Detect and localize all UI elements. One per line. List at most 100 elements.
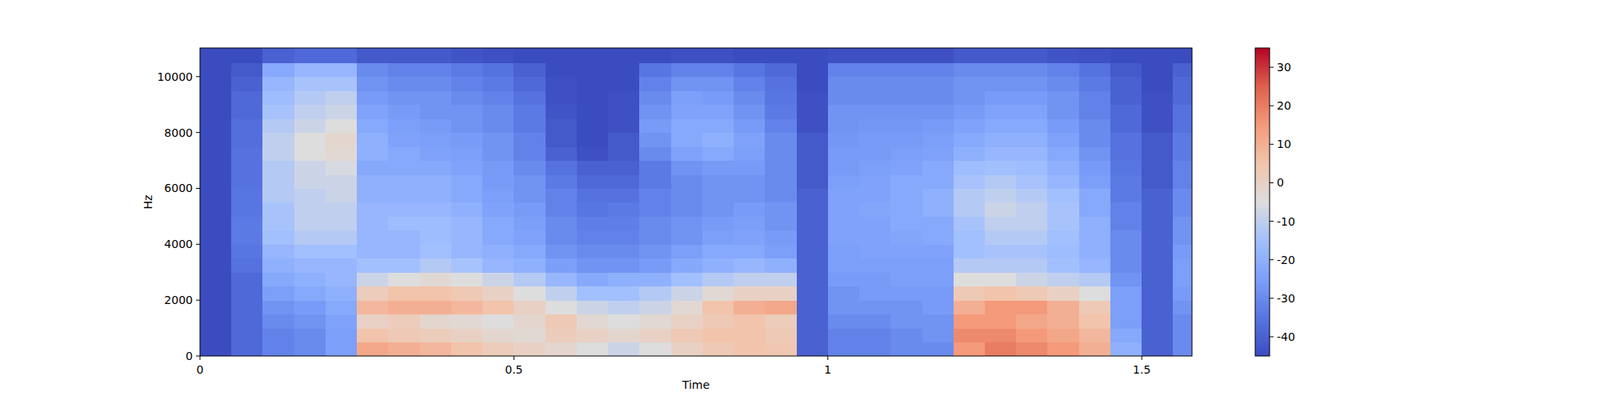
cell [1079,188,1112,203]
cell [545,174,578,189]
cell [1110,104,1143,120]
cell [513,104,546,120]
cell [828,104,860,120]
cell [890,76,923,92]
cell [545,216,578,231]
cell [828,230,860,245]
cell [576,174,609,189]
cell [890,300,923,315]
cell [608,258,640,273]
cell [200,258,232,273]
cell [1047,272,1080,287]
cell [764,132,797,148]
cell [639,216,672,231]
cell [545,62,578,77]
cell [702,160,735,176]
cell [482,62,515,77]
cell [639,160,672,176]
cell [859,188,892,203]
y-tick-label: 10000 [156,70,193,84]
cell [451,286,484,301]
cell [200,328,232,343]
cell [796,342,829,356]
cell [420,230,452,245]
cell [356,244,389,259]
cell [576,188,609,203]
colorbar-tick-label: -10 [1276,215,1296,228]
cell [733,62,766,77]
cell [356,118,389,133]
cell [388,132,420,148]
cell [356,230,389,245]
cell [733,48,766,64]
cell [1172,146,1192,161]
cell [1172,90,1192,105]
cell [388,76,420,92]
cell [671,216,704,231]
cell [1110,48,1143,64]
cell [828,48,860,64]
cell [953,76,986,92]
cell [1172,104,1192,120]
cell [1047,90,1080,105]
cell [388,216,420,231]
cell [388,202,420,217]
cell [576,160,609,176]
cell [294,188,327,203]
cell [231,76,264,92]
cell [545,286,578,301]
cell [576,216,609,231]
cell [420,314,452,329]
cell [796,48,829,64]
cell [420,174,452,189]
cell [325,300,358,315]
cell [984,314,1017,329]
cell [294,272,327,287]
cell [1110,118,1143,133]
cell [1141,104,1174,120]
cell [1079,76,1112,92]
cell [451,160,484,176]
cell [513,328,546,343]
cell [828,76,860,92]
cell [325,188,358,203]
cell [482,272,515,287]
cell [953,230,986,245]
cell [482,118,515,133]
cell [451,202,484,217]
cell [1047,342,1080,356]
cell [231,118,264,133]
cell [702,300,735,315]
cell [325,132,358,148]
cell [545,272,578,287]
cell [984,160,1017,176]
cell [639,76,672,92]
cell [608,132,640,148]
cell [200,314,232,329]
cell [639,230,672,245]
cell [576,230,609,245]
cell [545,48,578,64]
cell [608,48,640,64]
cell [356,76,389,92]
cell [1016,90,1048,105]
cell [1110,132,1143,148]
cell [1110,202,1143,217]
cell [1079,104,1112,120]
y-axis-label: Hz [141,195,155,210]
cell [1016,188,1048,203]
cell [984,188,1017,203]
cell [451,244,484,259]
cell [764,76,797,92]
cell [325,62,358,77]
cell [576,104,609,120]
cell [1016,328,1048,343]
cell [922,90,955,105]
cell [828,118,860,133]
cell [796,76,829,92]
cell [922,76,955,92]
cell [420,48,452,64]
cell [451,342,484,356]
cell [482,230,515,245]
cell [1172,188,1192,203]
